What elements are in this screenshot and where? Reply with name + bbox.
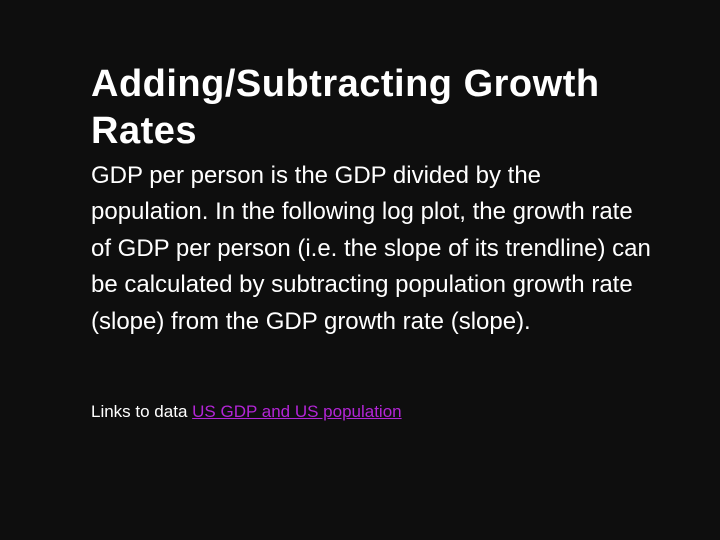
- slide-body-text: GDP per person is the GDP divided by the…: [91, 162, 651, 335]
- data-links-label: Links to data: [91, 402, 188, 421]
- data-links-line: Links to data US GDP and US population: [91, 402, 402, 422]
- us-gdp-population-link[interactable]: US GDP and US population: [192, 402, 402, 421]
- slide-title: Adding/Subtracting Growth Rates: [91, 63, 600, 152]
